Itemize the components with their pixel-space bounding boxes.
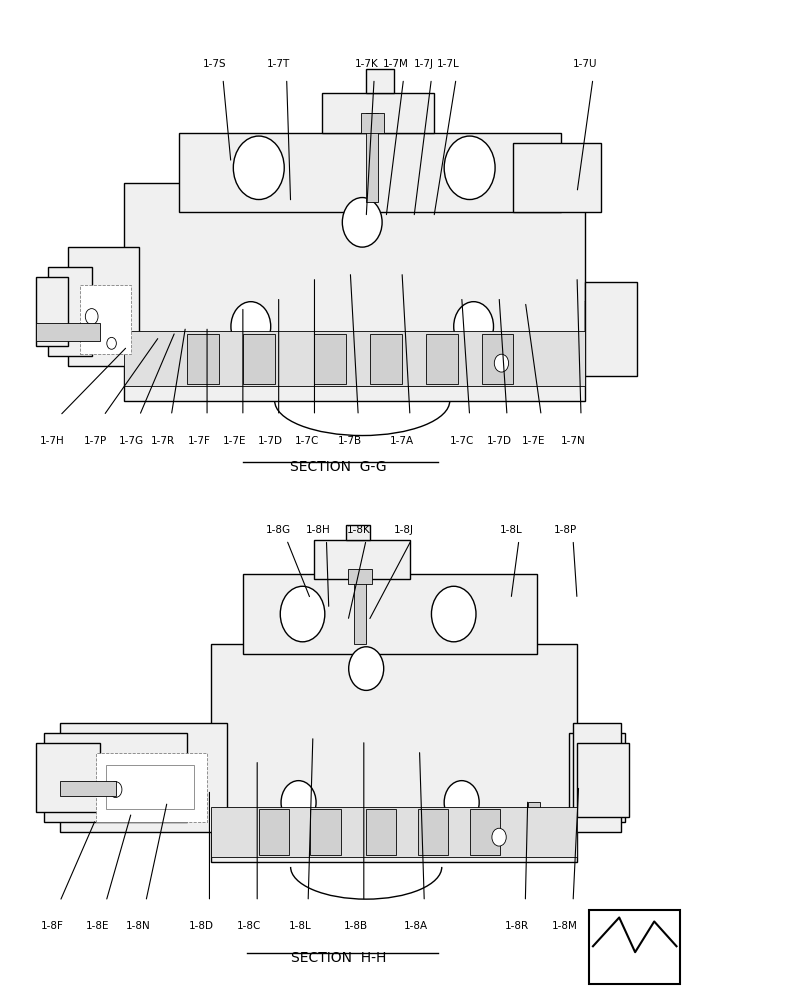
Text: 1-7U: 1-7U	[572, 59, 597, 69]
Text: 1-8P: 1-8P	[552, 525, 576, 535]
Text: 1-8L: 1-8L	[499, 525, 522, 535]
Bar	[513, 143, 600, 212]
Bar	[79, 285, 132, 354]
Text: SECTION  G-G: SECTION G-G	[290, 460, 386, 474]
Bar	[365, 69, 393, 93]
Text: 1-7J: 1-7J	[413, 59, 433, 69]
Bar	[310, 809, 340, 855]
Bar	[179, 133, 560, 212]
Text: 1-7P: 1-7P	[84, 436, 107, 446]
Text: 1-7K: 1-7K	[354, 59, 377, 69]
Bar	[418, 809, 447, 855]
Bar	[210, 644, 577, 862]
Bar	[569, 733, 624, 822]
Circle shape	[233, 136, 284, 200]
Circle shape	[443, 781, 479, 824]
Bar	[210, 807, 577, 857]
Text: 1-8J: 1-8J	[393, 525, 413, 535]
Bar	[96, 753, 207, 822]
Circle shape	[491, 828, 506, 846]
Circle shape	[443, 136, 495, 200]
Text: 1-8H: 1-8H	[306, 525, 330, 535]
Text: 1-8D: 1-8D	[189, 921, 214, 931]
Text: 1-7E: 1-7E	[223, 436, 247, 446]
Text: 1-7M: 1-7M	[382, 59, 408, 69]
Bar	[36, 743, 100, 812]
Circle shape	[431, 586, 475, 642]
Bar	[365, 809, 396, 855]
Circle shape	[281, 781, 316, 824]
Text: 1-8R: 1-8R	[504, 921, 529, 931]
Bar	[243, 574, 536, 654]
Circle shape	[494, 354, 508, 372]
Bar	[67, 247, 139, 366]
Bar	[527, 802, 539, 842]
Text: 1-7H: 1-7H	[39, 436, 64, 446]
Bar	[314, 540, 410, 579]
Bar	[426, 334, 457, 384]
Bar	[346, 525, 369, 540]
Text: 1-7E: 1-7E	[521, 436, 544, 446]
Text: 1-8K: 1-8K	[346, 525, 369, 535]
Bar	[481, 334, 513, 384]
Bar	[348, 569, 371, 584]
Text: 1-7A: 1-7A	[389, 436, 414, 446]
Bar	[469, 809, 499, 855]
Text: SECTION  H-H: SECTION H-H	[291, 951, 385, 965]
Text: 1-7F: 1-7F	[187, 436, 210, 446]
Bar	[361, 113, 384, 133]
Text: 1-8A: 1-8A	[404, 921, 428, 931]
Text: 1-7T: 1-7T	[267, 59, 290, 69]
Text: 1-7C: 1-7C	[449, 436, 473, 446]
Text: 1-8L: 1-8L	[288, 921, 311, 931]
Bar	[59, 781, 116, 796]
Bar	[259, 809, 288, 855]
Text: 1-7R: 1-7R	[151, 436, 175, 446]
Text: 1-8N: 1-8N	[125, 921, 150, 931]
Circle shape	[107, 337, 116, 349]
Text: 1-7S: 1-7S	[203, 59, 226, 69]
Bar	[44, 733, 187, 822]
Circle shape	[280, 586, 324, 642]
Bar	[585, 302, 620, 356]
Bar	[124, 331, 585, 386]
Polygon shape	[613, 946, 675, 979]
Bar	[243, 334, 275, 384]
Text: 1-7C: 1-7C	[294, 436, 318, 446]
Bar	[365, 113, 377, 202]
Circle shape	[230, 302, 271, 351]
Bar	[59, 723, 226, 832]
Text: 1-8G: 1-8G	[266, 525, 291, 535]
Circle shape	[109, 782, 122, 798]
Text: 1-8E: 1-8E	[86, 921, 110, 931]
Circle shape	[85, 309, 98, 324]
Bar	[577, 743, 628, 817]
Text: 1-8F: 1-8F	[40, 921, 63, 931]
Bar	[585, 282, 636, 376]
Circle shape	[349, 647, 383, 690]
Text: 1-7N: 1-7N	[560, 436, 585, 446]
Text: 1-8C: 1-8C	[237, 921, 261, 931]
Text: 1-8M: 1-8M	[552, 921, 577, 931]
Bar	[187, 334, 218, 384]
Circle shape	[342, 198, 381, 247]
Text: 1-7D: 1-7D	[258, 436, 283, 446]
Bar	[354, 574, 365, 644]
Circle shape	[453, 302, 493, 351]
Bar	[124, 183, 585, 401]
Bar	[48, 267, 92, 356]
Text: 1-7G: 1-7G	[119, 436, 144, 446]
Bar	[322, 93, 434, 133]
Bar	[314, 334, 346, 384]
Bar	[106, 765, 194, 809]
Bar	[573, 723, 620, 832]
Text: 1-8B: 1-8B	[344, 921, 368, 931]
Text: 1-7B: 1-7B	[338, 436, 362, 446]
Bar	[36, 277, 67, 346]
Text: 1-7L: 1-7L	[436, 59, 459, 69]
Text: 1-7D: 1-7D	[486, 436, 511, 446]
Bar	[589, 910, 679, 984]
Bar	[369, 334, 402, 384]
Bar	[36, 323, 100, 341]
